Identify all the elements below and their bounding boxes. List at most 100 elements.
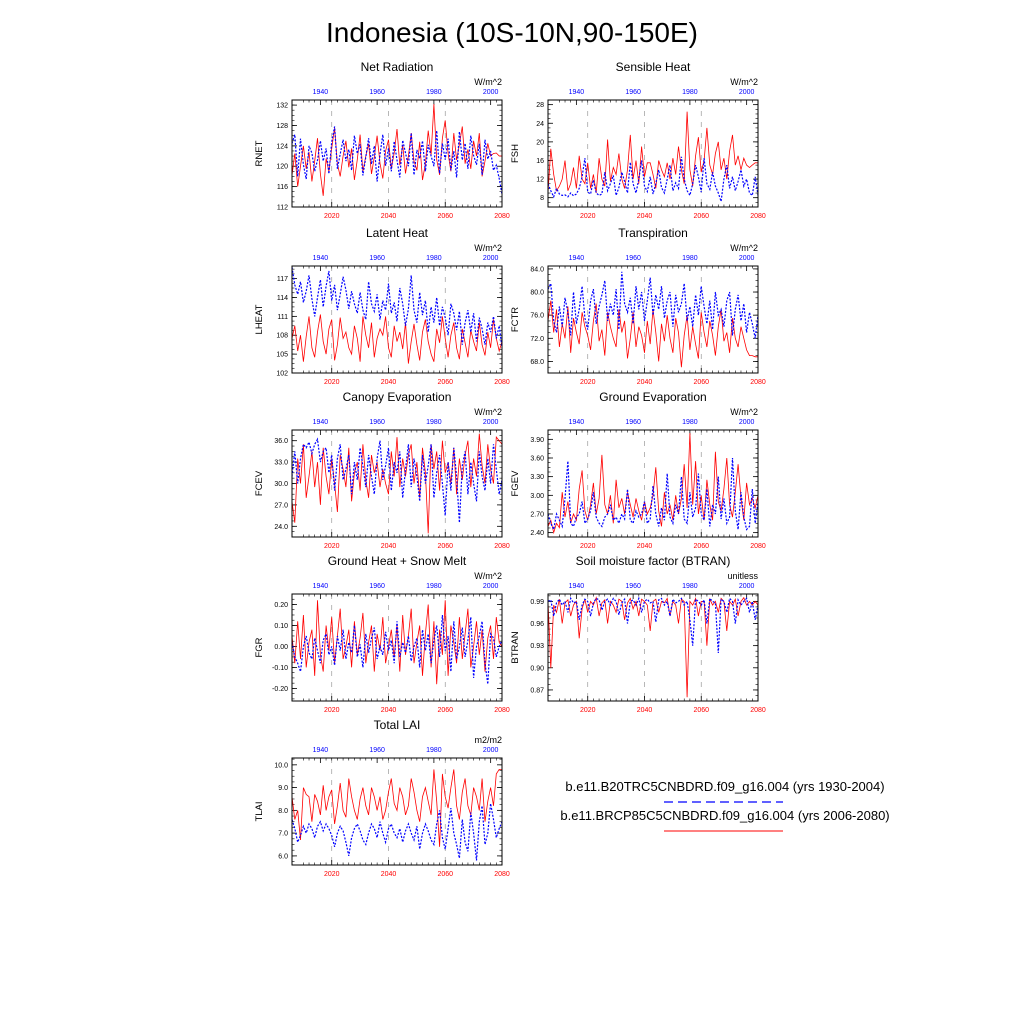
x-tick-label-future: 2040 xyxy=(381,543,397,550)
y-tick-label: 132 xyxy=(276,103,288,110)
panel-5: Canopy Evaporation W/m^2 FCEV 24.0 27.0 30.0 3… xyxy=(254,390,510,550)
y-axis-label: BTRAN xyxy=(510,631,521,663)
plot-frame xyxy=(291,429,503,538)
x-tick-label-hist: 1940 xyxy=(569,255,585,262)
units-label: unitless xyxy=(727,571,758,581)
x-tick-label-hist: 1960 xyxy=(625,419,641,426)
x-tick-label-future: 2020 xyxy=(324,707,340,714)
x-tick-label-future: 2020 xyxy=(324,379,340,386)
y-tick-label: 68.0 xyxy=(530,359,544,366)
panel-9: Total LAI m2/m2 TLAI 6.0 7.0 8.0 9.0 10.0 2020 20… xyxy=(254,718,510,878)
y-tick-label: 114 xyxy=(277,295,288,302)
figure-title: Indonesia (10S-10N,90-150E) xyxy=(326,17,698,48)
x-tick-label-hist: 1960 xyxy=(369,747,385,754)
x-tick-label-future: 2040 xyxy=(381,707,397,714)
x-tick-label-future: 2020 xyxy=(580,707,596,714)
y-tick-label: 128 xyxy=(276,123,288,130)
x-tick-label-future: 2060 xyxy=(437,213,453,220)
x-tick-label-future: 2020 xyxy=(324,213,340,220)
y-tick-label: 3.90 xyxy=(530,437,544,444)
x-tick-label-future: 2060 xyxy=(437,379,453,386)
x-tick-label-hist: 1940 xyxy=(569,419,585,426)
x-tick-label-hist: 2000 xyxy=(739,255,755,262)
x-tick-label-hist: 1980 xyxy=(682,419,698,426)
y-axis-label: FCTR xyxy=(510,307,521,332)
x-tick-label-hist: 1960 xyxy=(369,255,385,262)
x-tick-label-hist: 1940 xyxy=(313,255,329,262)
y-tick-label: 120 xyxy=(276,164,288,171)
x-tick-label-future: 2040 xyxy=(381,379,397,386)
y-tick-label: 124 xyxy=(276,143,288,150)
x-tick-label-hist: 2000 xyxy=(483,89,499,96)
y-tick-label: 3.00 xyxy=(530,493,544,500)
panel-title: Soil moisture factor (BTRAN) xyxy=(576,554,731,568)
y-tick-label: 80.0 xyxy=(530,290,544,297)
y-tick-label: 108 xyxy=(276,333,288,340)
panels: Net RadiationW/m^2RNET112116120124128132… xyxy=(254,60,766,878)
panel-7: Ground Heat + Snow Melt W/m^2 FGR -0.20 -0.1… xyxy=(254,554,510,714)
panel-title: Canopy Evaporation xyxy=(343,390,452,404)
y-tick-label: 24.0 xyxy=(274,524,288,531)
y-tick-label: 36.0 xyxy=(274,438,288,445)
y-tick-label: 0.99 xyxy=(530,599,544,606)
legend-hist-label: b.e11.B20TRC5CNBDRD.f09_g16.004 (yrs 193… xyxy=(565,779,884,794)
x-tick-label-future: 2060 xyxy=(693,543,709,550)
units-label: m2/m2 xyxy=(474,735,502,745)
x-tick-label-hist: 1980 xyxy=(426,255,442,262)
panel-title: Transpiration xyxy=(618,226,688,240)
x-tick-label-hist: 1980 xyxy=(426,747,442,754)
x-tick-label-future: 2040 xyxy=(637,213,653,220)
plot-frame xyxy=(291,757,503,866)
panel-title: Ground Evaporation xyxy=(599,390,706,404)
panel-title: Net Radiation xyxy=(361,60,434,74)
y-tick-label: 102 xyxy=(276,371,288,378)
y-axis-label: FGR xyxy=(254,637,265,657)
x-tick-label-future: 2080 xyxy=(750,379,766,386)
units-label: W/m^2 xyxy=(474,77,502,87)
y-tick-label: 0.87 xyxy=(530,687,544,694)
y-axis-label: FSH xyxy=(510,144,521,163)
y-tick-label: 117 xyxy=(277,276,288,283)
y-tick-label: 0.10 xyxy=(274,623,288,630)
x-tick-label-hist: 1960 xyxy=(625,583,641,590)
y-tick-label: 111 xyxy=(277,314,288,321)
panel-6: Ground Evaporation W/m^2 FGEV 2.40 2.70 3.00 3… xyxy=(510,390,766,550)
y-tick-label: 8.0 xyxy=(278,808,288,815)
y-tick-label: 7.0 xyxy=(278,831,288,838)
x-tick-label-hist: 1980 xyxy=(426,419,442,426)
x-tick-label-future: 2080 xyxy=(750,707,766,714)
plot-frame xyxy=(547,99,759,208)
plot-frame xyxy=(547,429,759,538)
legend-future-label: b.e11.BRCP85C5CNBDRD.f09_g16.004 (yrs 20… xyxy=(560,808,889,823)
y-tick-label: 20 xyxy=(536,139,544,146)
x-tick-label-hist: 1960 xyxy=(369,89,385,96)
series-hist-line xyxy=(292,803,502,861)
plot-frame xyxy=(547,593,759,702)
y-tick-label: 3.30 xyxy=(530,474,544,481)
x-tick-label-future: 2040 xyxy=(637,707,653,714)
x-tick-label-future: 2080 xyxy=(750,543,766,550)
y-axis-label: TLAI xyxy=(254,801,265,821)
y-tick-label: 116 xyxy=(277,184,288,191)
y-tick-label: 24 xyxy=(536,121,544,128)
y-tick-label: 0.20 xyxy=(274,602,288,609)
y-tick-label: 84.0 xyxy=(530,266,544,273)
y-tick-label: 3.60 xyxy=(530,455,544,462)
units-label: W/m^2 xyxy=(730,77,758,87)
y-tick-label: 2.40 xyxy=(530,530,544,537)
x-tick-label-hist: 1960 xyxy=(625,89,641,96)
x-tick-label-hist: 1960 xyxy=(625,255,641,262)
series-hist-line xyxy=(548,156,758,202)
x-tick-label-future: 2040 xyxy=(637,543,653,550)
x-tick-label-hist: 2000 xyxy=(739,583,755,590)
units-label: W/m^2 xyxy=(474,407,502,417)
y-tick-label: 0.93 xyxy=(530,643,544,650)
x-tick-label-hist: 1940 xyxy=(313,419,329,426)
y-tick-label: 105 xyxy=(276,352,288,359)
x-tick-label-hist: 1940 xyxy=(313,89,329,96)
y-tick-label: 30.0 xyxy=(274,481,288,488)
x-tick-label-hist: 1980 xyxy=(682,583,698,590)
panel-title: Sensible Heat xyxy=(616,60,691,74)
x-tick-label-future: 2060 xyxy=(693,707,709,714)
